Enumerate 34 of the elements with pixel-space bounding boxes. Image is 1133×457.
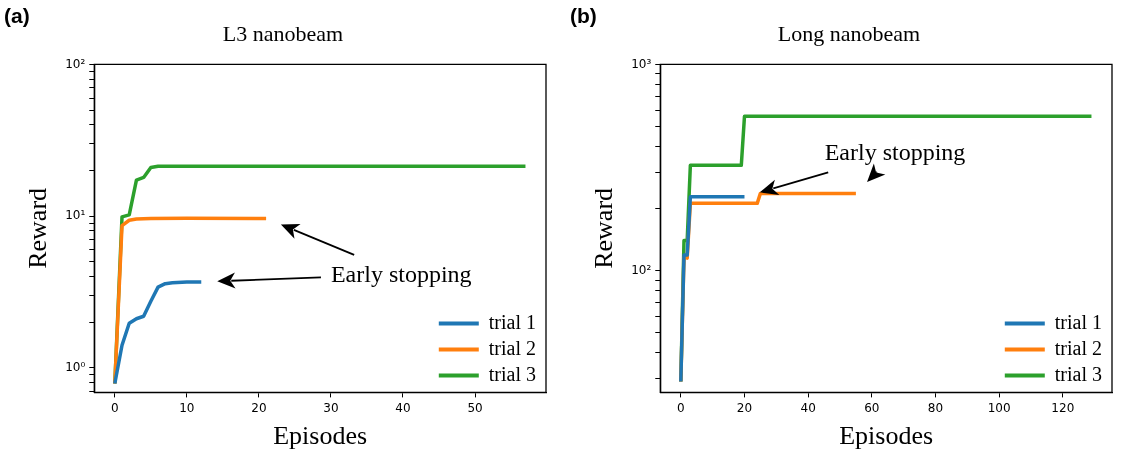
x-tick-label: 0: [676, 400, 685, 415]
y-tick-label: 10²: [631, 262, 652, 277]
y-tick-label: 10³: [631, 56, 652, 71]
x-tick-label: 120: [1051, 400, 1075, 415]
y-tick-label: 10²: [65, 56, 86, 71]
x-axis-title: Episodes: [273, 421, 368, 451]
x-tick-label: 40: [395, 400, 411, 415]
annotation: Early stopping: [330, 260, 472, 288]
text: (a): [4, 4, 30, 28]
y-tick-label: 10⁰: [65, 360, 86, 375]
annotation: Early stopping: [824, 139, 966, 167]
y-axis-title: Reward: [23, 187, 53, 269]
x-tick-label: 20: [736, 400, 753, 415]
y-axis-title: Reward: [589, 187, 619, 269]
legend-label: trial 2: [1054, 336, 1103, 359]
legend-label: trial 3: [488, 362, 537, 385]
legend-label: trial 3: [1054, 362, 1103, 385]
x-tick-label: 20: [251, 400, 267, 415]
x-tick-label: 100: [987, 400, 1011, 415]
x-tick-label: 50: [467, 400, 483, 415]
y-tick-label: 10¹: [65, 208, 86, 223]
x-tick-label: 30: [323, 400, 339, 415]
legend-label: trial 1: [488, 310, 537, 333]
x-axis-title: Episodes: [839, 421, 934, 451]
legend-label: trial 2: [488, 336, 537, 359]
x-tick-label: 80: [927, 400, 944, 415]
legend-label: trial 1: [1054, 310, 1103, 333]
chart-title: Long nanobeam: [777, 20, 921, 46]
x-tick-label: 40: [800, 400, 816, 415]
x-tick-label: 0: [110, 400, 119, 415]
x-tick-label: 10: [179, 400, 195, 415]
x-tick-label: 60: [864, 400, 880, 415]
chart-title: L3 nanobeam: [222, 20, 344, 46]
text: (b): [570, 4, 597, 28]
